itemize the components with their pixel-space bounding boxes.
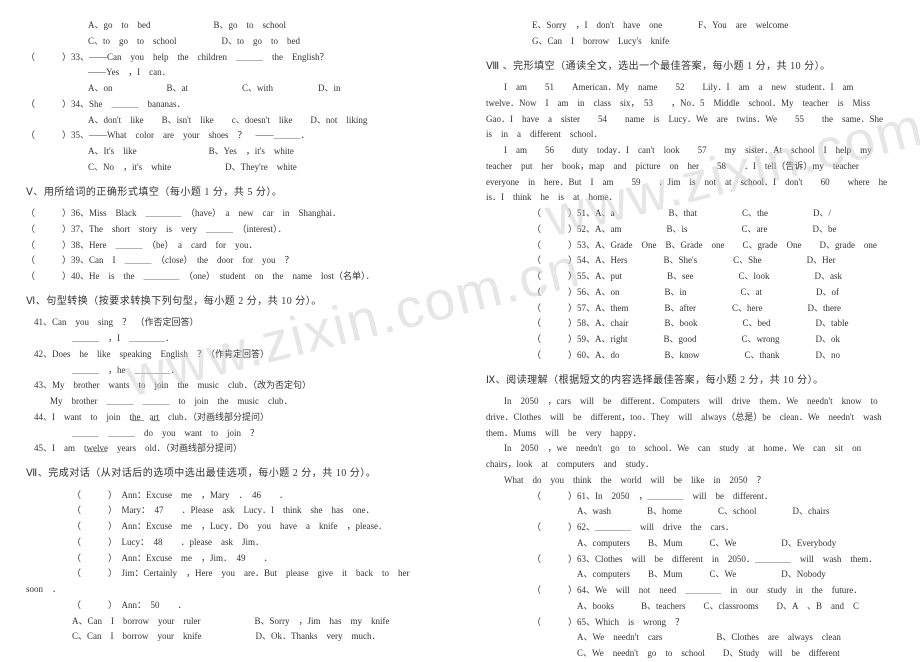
q35-opts-cd: C、No ，it's white D、They're white	[26, 160, 434, 176]
d6b: soon ．	[26, 582, 434, 598]
cloze-p1: I am 51 American．My name 52 Lily．I am a …	[486, 80, 894, 143]
rq63: （ ）63、Clothes will be different in 2050．…	[486, 552, 894, 568]
q38: （ ）38、Here ＿＿＿ （be） a card for you．	[26, 238, 434, 254]
rq64: （ ）64、We will not need ＿＿＿＿ in our study…	[486, 583, 894, 599]
rq62o: A、computers B、Mum C、We D、Everybody	[486, 536, 894, 552]
q41: 41、Can you sing ？ （作否定回答）	[26, 315, 434, 331]
rq61: （ ）61、In 2050 ，＿＿＿＿ will be different．	[486, 489, 894, 505]
q41b: ＿＿＿ ，I ＿＿＿＿．	[26, 331, 434, 347]
read-p3: What do you think the world will be like…	[486, 473, 894, 489]
q40: （ ）40、He is the ＿＿＿＿ （one） student on th…	[26, 269, 434, 285]
q44b: ＿＿＿ ＿＿＿ do you want to join ？	[26, 426, 434, 442]
q39: （ ）39、Can I ＿＿＿ （close） the door for you…	[26, 253, 434, 269]
q37: （ ）37、The short story is very ＿＿＿ （inter…	[26, 222, 434, 238]
m58: （ ）58、A、chair B、book C、bed D、table	[486, 316, 894, 332]
section-5-title: Ⅴ、用所给词的正确形式填空（每小题 1 分，共 5 分）。	[26, 184, 434, 202]
read-p1: In 2050 ，cars will be different．Computer…	[486, 394, 894, 441]
rq62: （ ）62、＿＿＿＿ will drive the cars．	[486, 520, 894, 536]
rq64o: A、books B、teachers C、classrooms D、A 、B a…	[486, 599, 894, 615]
q44: 44、I want to join t͟h͟e͟ a͟r͟t club．（对画线…	[26, 410, 434, 426]
m53: （ ）53、A、Grade One B、Grade one C、grade On…	[486, 238, 894, 254]
m52: （ ）52、A、am B、is C、are D、be	[486, 222, 894, 238]
m55: （ ）55、A、put B、see C、look D、ask	[486, 269, 894, 285]
q45: 45、I am t͟w͟e͟l͟v͟e years old．（对画线部分提问）	[26, 441, 434, 457]
d1: （ ） Ann：Excuse me ，Mary ． 46 ．	[26, 488, 434, 504]
d2: （ ） Mary： 47 ．Please ask Lucy．I think sh…	[26, 503, 434, 519]
d3: （ ） Ann：Excuse me ，Lucy．Do you have a kn…	[26, 519, 434, 535]
q43b: My brother ＿＿＿ ＿＿＿ to join the music clu…	[26, 394, 434, 410]
q33-ans: ——Yes ，I can．	[26, 65, 434, 81]
q32-opt-c: C、to go to school D、to go to bed	[26, 34, 434, 50]
read-p2: In 2050 ，we needn't go to school．We can …	[486, 441, 894, 473]
q34: （ ）34、She ＿＿＿ bananas．	[26, 97, 434, 113]
q33: （ ）33、——Can you help the children ＿＿＿ th…	[26, 50, 434, 66]
q36: （ ）36、Miss Black ＿＿＿＿ （have） a new car i…	[26, 206, 434, 222]
d5: （ ） Ann：Excuse me ，Jim． 49 ．	[26, 551, 434, 567]
opt-g: G、Can I borrow Lucy's knife	[486, 34, 894, 50]
left-column: A、go to bed B、go to school C、to go to sc…	[0, 0, 460, 634]
rq61o: A、wash B、home C、school D、chairs	[486, 504, 894, 520]
q43: 43、My brother wants to join the music cl…	[26, 378, 434, 394]
m57: （ ）57、A、them B、after C、here D、there	[486, 301, 894, 317]
q34-opts: A、don't like B、isn't like c、doesn't like…	[26, 113, 434, 129]
section-8-title: Ⅷ 、完形填空（通读全文，选出一个最佳答案，每小题 1 分，共 10 分）。	[486, 58, 894, 76]
q42: 42、Does he like speaking English ？（作肯定回答…	[26, 347, 434, 363]
q33-opts: A、on B、at C、with D、in	[26, 81, 434, 97]
section-9-title: Ⅸ、阅读理解（根据短文的内容选择最佳答案，每小题 2 分，共 10 分）。	[486, 372, 894, 390]
cloze-p2: I am 56 duty today．I can't look 57 my si…	[486, 143, 894, 206]
m60: （ ）60、A、do B、know C、thank D、no	[486, 348, 894, 364]
opt-ab: A、Can I borrow your ruler B、Sorry ，Jim h…	[26, 614, 434, 630]
opt-ef: E、Sorry ，I don't have one F、You are welc…	[486, 18, 894, 34]
d4: （ ） Lucy： 48 ．please ask Jim．	[26, 535, 434, 551]
m51: （ ）51、A、a B、that C、the D、/	[486, 206, 894, 222]
q35-opts-ab: A、It's like B、Yes ，it's white	[26, 144, 434, 160]
q35: （ ）35、——What color are your shoes ？ ——＿＿…	[26, 128, 434, 144]
d7: （ ） Ann： 50 ．	[26, 598, 434, 614]
rq65a: A、We needn't cars B、Clothes are always c…	[486, 630, 894, 646]
rq65c: C、We needn't go to school D、Study will b…	[486, 646, 894, 662]
section-7-title: Ⅶ、完成对话（从对话后的选项中选出最佳选项，每小题 2 分，共 10 分）。	[26, 465, 434, 483]
rq65: （ ）65、Which is wrong ？	[486, 615, 894, 631]
m54: （ ）54、A、Hers B、She's C、She D、Her	[486, 253, 894, 269]
q42b: ＿＿＿ ，he ＿＿＿＿．	[26, 363, 434, 379]
q32-opt-a: A、go to bed B、go to school	[26, 18, 434, 34]
rq63o: A、computers B、Mum C、We D、Nobody	[486, 567, 894, 583]
m59: （ ）59、A、right B、good C、wrong D、ok	[486, 332, 894, 348]
opt-cd: C、Can I borrow your knife D、Ok．Thanks ve…	[26, 629, 434, 645]
m56: （ ）56、A、on B、in C、at D、of	[486, 285, 894, 301]
right-column: E、Sorry ，I don't have one F、You are welc…	[460, 0, 920, 634]
section-6-title: Ⅵ、句型转换（按要求转换下列句型，每小题 2 分，共 10 分）。	[26, 293, 434, 311]
d6: （ ） Jim：Certainly ，Here you are．But plea…	[26, 566, 434, 582]
